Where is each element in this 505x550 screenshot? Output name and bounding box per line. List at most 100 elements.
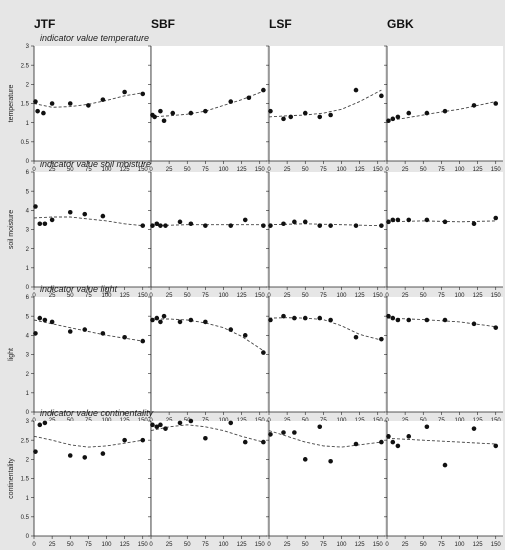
trend-line-0-3 xyxy=(386,101,496,122)
data-point xyxy=(261,223,266,228)
x-tick-label: 75 xyxy=(320,167,327,173)
y-axis-label-0: temperature xyxy=(8,85,15,123)
data-point xyxy=(203,435,208,441)
data-point xyxy=(493,443,499,449)
x-tick-label: 100 xyxy=(218,167,229,173)
data-point xyxy=(471,321,477,327)
data-point xyxy=(203,223,208,228)
data-point xyxy=(424,217,430,223)
y-tick-label: 5 xyxy=(26,314,30,320)
data-point xyxy=(242,333,248,338)
data-point xyxy=(292,219,297,225)
data-point xyxy=(379,93,384,99)
data-point xyxy=(33,331,38,336)
x-tick-label: 0 xyxy=(267,293,271,299)
x-tick-label: 75 xyxy=(202,167,209,173)
data-point xyxy=(471,426,477,431)
data-point xyxy=(424,317,430,323)
y-tick-label: 3 xyxy=(26,419,30,425)
x-tick-label: 0 xyxy=(267,542,271,548)
panel-bg-1-1 xyxy=(151,172,267,287)
data-point xyxy=(386,434,391,439)
column-header-sbf: SBF xyxy=(151,17,175,31)
panel-bg-2-2 xyxy=(269,297,385,412)
x-tick-label: 100 xyxy=(454,293,465,299)
data-point xyxy=(493,325,499,330)
data-point xyxy=(188,317,194,323)
x-tick-label: 125 xyxy=(237,167,248,173)
x-tick-label: 75 xyxy=(202,293,209,299)
x-tick-label: 25 xyxy=(402,293,409,299)
data-point xyxy=(317,223,323,228)
trend-line-1-0 xyxy=(33,216,143,227)
data-point xyxy=(328,223,333,228)
panel-bg-2-0 xyxy=(34,297,150,412)
x-tick-label: 0 xyxy=(267,167,271,173)
data-point xyxy=(228,223,234,228)
x-tick-label: 75 xyxy=(85,167,92,173)
data-point xyxy=(302,315,308,321)
data-point xyxy=(170,110,176,116)
data-point xyxy=(353,334,359,340)
y-tick-label: 2 xyxy=(26,247,30,253)
x-tick-label: 125 xyxy=(473,542,484,548)
data-point xyxy=(281,116,286,122)
data-point xyxy=(33,449,38,454)
y-tick-label: 1 xyxy=(26,391,30,397)
x-tick-label: 50 xyxy=(302,293,309,299)
data-point xyxy=(228,420,234,426)
data-point xyxy=(288,114,294,120)
x-tick-label: 25 xyxy=(166,293,173,299)
x-tick-label: 0 xyxy=(385,293,389,299)
data-point xyxy=(353,223,359,228)
x-tick-label: 0 xyxy=(32,293,36,299)
x-tick-label: 50 xyxy=(302,167,309,173)
x-tick-label: 50 xyxy=(67,293,74,299)
data-point xyxy=(390,116,396,122)
data-point xyxy=(242,439,248,445)
data-point xyxy=(122,334,127,340)
row-title-0: indicator value temperature xyxy=(40,33,149,43)
y-tick-label: 2 xyxy=(26,458,30,464)
data-point xyxy=(406,110,412,116)
x-tick-label: 75 xyxy=(202,542,209,548)
row-title-3: indicator value continentality xyxy=(40,408,154,418)
x-tick-label: 150 xyxy=(373,293,384,299)
data-point xyxy=(268,317,273,323)
x-tick-label: 150 xyxy=(138,542,149,548)
x-tick-label: 125 xyxy=(355,293,366,299)
column-header-jtf: JTF xyxy=(34,17,55,31)
x-tick-label: 100 xyxy=(101,293,112,299)
x-tick-label: 50 xyxy=(184,542,191,548)
panel-bg-1-2 xyxy=(269,172,385,287)
data-point xyxy=(228,99,234,104)
data-point xyxy=(395,443,401,449)
y-tick-label: 4 xyxy=(26,209,30,215)
data-point xyxy=(246,95,252,101)
x-tick-label: 0 xyxy=(32,167,36,173)
x-tick-label: 150 xyxy=(491,542,502,548)
x-tick-label: 75 xyxy=(438,542,445,548)
data-point xyxy=(154,315,160,321)
data-point xyxy=(163,426,168,431)
data-point xyxy=(100,331,106,336)
trend-line-0-1 xyxy=(150,90,264,118)
data-point xyxy=(424,424,430,430)
data-point xyxy=(317,315,323,321)
x-tick-label: 125 xyxy=(355,542,366,548)
data-point xyxy=(379,336,384,342)
data-point xyxy=(163,223,168,228)
data-point xyxy=(228,327,234,332)
trend-line-3-1 xyxy=(150,424,264,443)
data-point xyxy=(328,458,333,464)
y-tick-label: 4 xyxy=(26,334,30,340)
y-axis-label-1: soil moisture xyxy=(8,210,15,249)
x-tick-label: 125 xyxy=(120,167,131,173)
data-point xyxy=(158,223,163,228)
data-point xyxy=(42,420,48,426)
data-point xyxy=(177,319,183,325)
y-tick-label: 1.5 xyxy=(21,477,30,483)
data-point xyxy=(317,114,323,120)
data-point xyxy=(281,221,286,227)
